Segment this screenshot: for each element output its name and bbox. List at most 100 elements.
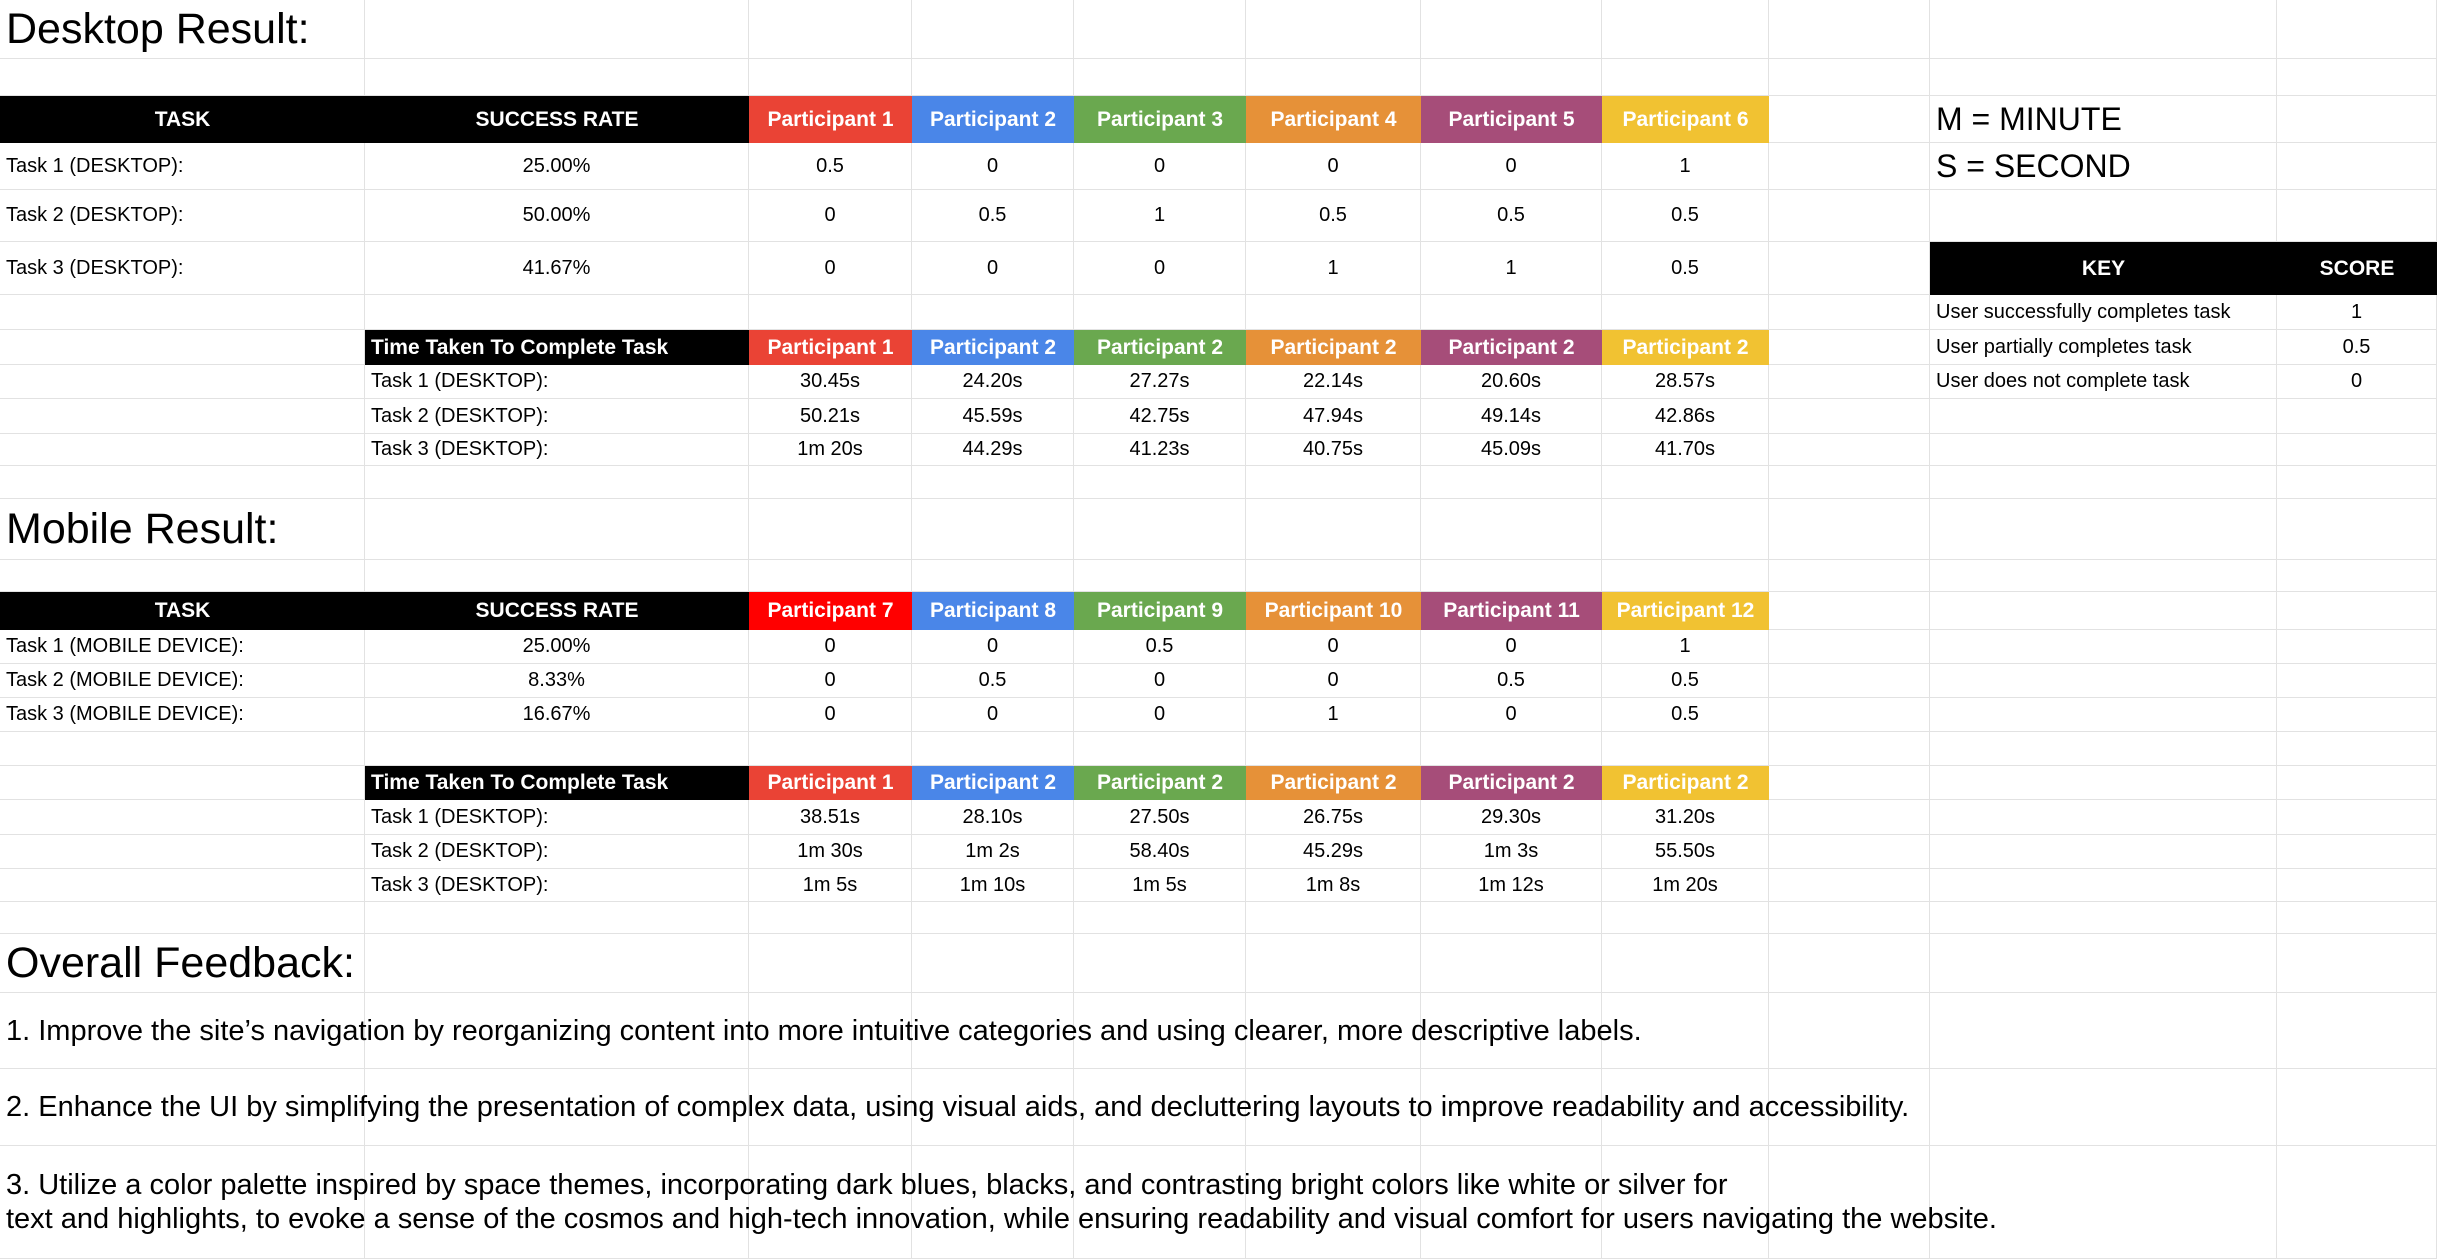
key-score[interactable]: 1 xyxy=(2277,295,2437,330)
grid-cell[interactable] xyxy=(1930,664,2277,698)
grid-cell[interactable] xyxy=(2277,902,2437,934)
grid-cell[interactable] xyxy=(912,732,1074,766)
desktop-time-header[interactable]: Participant 2 xyxy=(1074,330,1246,365)
grid-cell[interactable] xyxy=(2277,466,2437,499)
grid-cell[interactable] xyxy=(912,934,1074,993)
grid-cell[interactable] xyxy=(1421,934,1602,993)
participant-score[interactable]: 0.5 xyxy=(1602,190,1769,242)
grid-cell[interactable] xyxy=(0,466,365,499)
grid-cell[interactable] xyxy=(365,466,749,499)
grid-cell[interactable] xyxy=(1769,365,1930,399)
time-value[interactable]: 20.60s xyxy=(1421,365,1602,399)
grid-cell[interactable] xyxy=(1930,560,2277,592)
mobile-heading[interactable]: Mobile Result: xyxy=(0,499,365,560)
grid-cell[interactable] xyxy=(1074,466,1246,499)
grid-cell[interactable] xyxy=(1246,0,1421,59)
participant-score[interactable]: 0 xyxy=(1074,698,1246,732)
participant-score[interactable]: 1 xyxy=(1246,698,1421,732)
participant-score[interactable]: 0.5 xyxy=(1602,242,1769,295)
time-value[interactable]: 30.45s xyxy=(749,365,912,399)
desktop-column-header[interactable]: TASK xyxy=(0,96,365,143)
grid-cell[interactable] xyxy=(2277,698,2437,732)
time-value[interactable]: 58.40s xyxy=(1074,835,1246,869)
participant-score[interactable]: 0 xyxy=(912,242,1074,295)
grid-cell[interactable] xyxy=(365,902,749,934)
grid-cell[interactable] xyxy=(1930,902,2277,934)
time-value[interactable]: 1m 5s xyxy=(1074,869,1246,902)
participant-score[interactable]: 0 xyxy=(1074,664,1246,698)
grid-cell[interactable] xyxy=(2277,1069,2437,1146)
task-label[interactable]: Task 3 (MOBILE DEVICE): xyxy=(0,698,365,732)
grid-cell[interactable] xyxy=(1769,902,1930,934)
grid-cell[interactable] xyxy=(1930,630,2277,664)
participant-score[interactable]: 1 xyxy=(1602,143,1769,190)
grid-cell[interactable] xyxy=(2277,499,2437,560)
desktop-time-header[interactable]: Participant 2 xyxy=(1602,330,1769,365)
grid-cell[interactable] xyxy=(0,59,365,96)
desktop-column-header[interactable]: Participant 5 xyxy=(1421,96,1602,143)
time-value[interactable]: 27.50s xyxy=(1074,800,1246,835)
desktop-column-header[interactable]: Participant 1 xyxy=(749,96,912,143)
key-score[interactable]: 0 xyxy=(2277,365,2437,399)
time-value[interactable]: 47.94s xyxy=(1246,399,1421,434)
participant-score[interactable]: 0 xyxy=(912,143,1074,190)
grid-cell[interactable] xyxy=(749,59,912,96)
grid-cell[interactable] xyxy=(1769,732,1930,766)
grid-cell[interactable] xyxy=(1602,0,1769,59)
grid-cell[interactable] xyxy=(1769,698,1930,732)
task-label[interactable]: Task 2 (DESKTOP): xyxy=(0,190,365,242)
time-value[interactable]: 1m 3s xyxy=(1421,835,1602,869)
grid-cell[interactable] xyxy=(1769,592,1930,630)
grid-cell[interactable] xyxy=(2277,800,2437,835)
desktop-heading[interactable]: Desktop Result: xyxy=(0,0,365,59)
participant-score[interactable]: 1 xyxy=(1421,242,1602,295)
time-value[interactable]: 1m 20s xyxy=(1602,869,1769,902)
grid-cell[interactable] xyxy=(1930,0,2277,59)
grid-cell[interactable] xyxy=(1246,732,1421,766)
time-value[interactable]: 28.57s xyxy=(1602,365,1769,399)
grid-cell[interactable] xyxy=(1769,664,1930,698)
grid-cell[interactable] xyxy=(2277,869,2437,902)
grid-cell[interactable] xyxy=(912,902,1074,934)
grid-cell[interactable] xyxy=(0,330,365,365)
grid-cell[interactable] xyxy=(1602,732,1769,766)
grid-cell[interactable] xyxy=(749,902,912,934)
participant-score[interactable]: 1 xyxy=(1602,630,1769,664)
task-label[interactable]: Task 1 (DESKTOP): xyxy=(0,143,365,190)
grid-cell[interactable] xyxy=(1930,869,2277,902)
time-value[interactable]: 42.86s xyxy=(1602,399,1769,434)
grid-cell[interactable] xyxy=(1769,59,1930,96)
grid-cell[interactable] xyxy=(1602,934,1769,993)
grid-cell[interactable] xyxy=(1769,993,1930,1069)
grid-cell[interactable] xyxy=(1930,499,2277,560)
mobile-column-header[interactable]: TASK xyxy=(0,592,365,630)
grid-cell[interactable] xyxy=(2277,664,2437,698)
grid-cell[interactable] xyxy=(1930,399,2277,434)
time-value[interactable]: 31.20s xyxy=(1602,800,1769,835)
success-rate[interactable]: 41.67% xyxy=(365,242,749,295)
grid-cell[interactable] xyxy=(912,466,1074,499)
participant-score[interactable]: 0 xyxy=(912,698,1074,732)
mobile-time-header[interactable]: Participant 2 xyxy=(1246,766,1421,800)
grid-cell[interactable] xyxy=(1930,592,2277,630)
time-value[interactable]: 49.14s xyxy=(1421,399,1602,434)
grid-cell[interactable] xyxy=(0,902,365,934)
grid-cell[interactable] xyxy=(749,732,912,766)
time-value[interactable]: 22.14s xyxy=(1246,365,1421,399)
success-rate[interactable]: 8.33% xyxy=(365,664,749,698)
grid-cell[interactable] xyxy=(0,365,365,399)
mobile-column-header[interactable]: Participant 10 xyxy=(1246,592,1421,630)
grid-cell[interactable] xyxy=(1246,466,1421,499)
feedback-heading[interactable]: Overall Feedback: xyxy=(0,934,365,993)
participant-score[interactable]: 0 xyxy=(749,698,912,732)
grid-cell[interactable] xyxy=(1769,766,1930,800)
grid-cell[interactable] xyxy=(2277,732,2437,766)
time-value[interactable]: 1m 30s xyxy=(749,835,912,869)
time-value[interactable]: 1m 2s xyxy=(912,835,1074,869)
grid-cell[interactable] xyxy=(0,835,365,869)
participant-score[interactable]: 0 xyxy=(749,664,912,698)
grid-cell[interactable] xyxy=(1421,466,1602,499)
grid-cell[interactable] xyxy=(2277,434,2437,466)
participant-score[interactable]: 0 xyxy=(1246,143,1421,190)
participant-score[interactable]: 0.5 xyxy=(912,190,1074,242)
